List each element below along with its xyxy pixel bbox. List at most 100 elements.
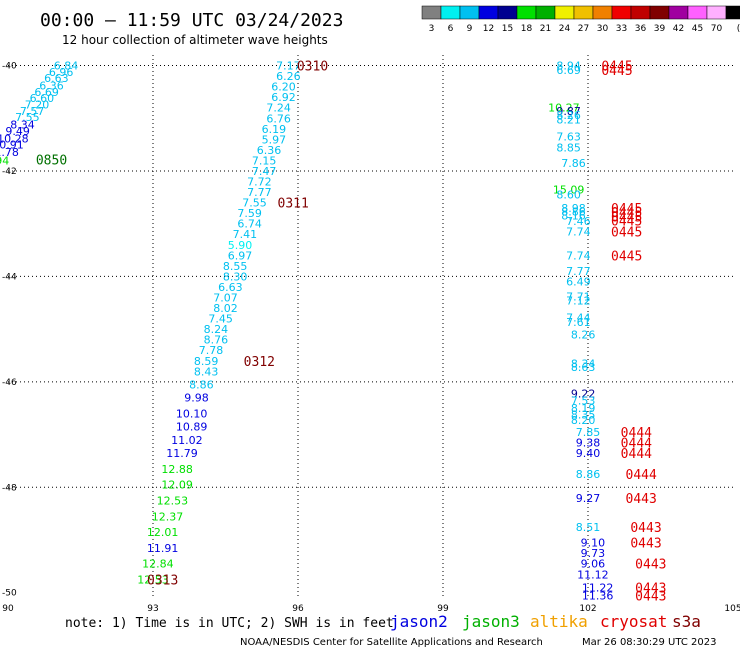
grid-lines	[8, 55, 733, 598]
swh-value: 7.57	[20, 105, 45, 118]
color-swatch	[554, 5, 575, 20]
color-swatch	[611, 5, 632, 20]
swh-value: 9.27	[576, 492, 601, 505]
swh-value: 6.19	[262, 123, 287, 136]
swh-value: 15.09	[553, 183, 585, 196]
y-tick-label: -40	[2, 62, 17, 72]
satellite-jason3: jason3	[462, 612, 520, 631]
color-swatch	[535, 5, 556, 20]
swh-value: 10.27	[548, 102, 580, 115]
footer-timestamp: Mar 26 08:30:29 UTC 2023	[582, 637, 717, 648]
color-scale-label: 39	[654, 24, 666, 34]
swh-value: 8.24	[204, 323, 229, 336]
time-labels: 0850031003110312031304450445044504450445…	[36, 60, 667, 605]
swh-value: 7.77	[566, 265, 591, 278]
time-label: 0443	[635, 558, 666, 573]
color-scale-label: 18	[521, 24, 533, 34]
swh-value: 6.49	[566, 276, 591, 289]
swh-value: 7.47	[252, 165, 277, 178]
swh-value: 6.76	[266, 112, 291, 125]
swh-value: 11.79	[166, 447, 198, 460]
swh-value: 7.55	[242, 197, 267, 210]
color-scale-label: 36	[635, 24, 647, 34]
swh-value: 6.36	[39, 80, 64, 93]
swh-value: 9.98	[184, 392, 209, 405]
swh-value: 8.16	[561, 209, 586, 222]
swh-value: 7.85	[576, 426, 601, 439]
swh-value: 10.10	[176, 407, 208, 420]
time-label: 0313	[147, 574, 178, 589]
color-scale-label: 9	[467, 24, 473, 34]
swh-value: 8.60	[556, 189, 581, 202]
swh-value: 8.76	[204, 334, 229, 347]
x-tick-label: 102	[579, 604, 596, 614]
swh-value: 7.12	[566, 295, 591, 308]
color-scale-label: 70	[711, 24, 723, 34]
swh-value: 9.22	[571, 387, 596, 400]
chart-title: 00:00 – 11:59 UTC 03/24/2023	[40, 10, 343, 31]
color-swatch	[687, 5, 708, 20]
swh-value: 7.44	[566, 312, 591, 325]
swh-value: 5.97	[262, 133, 287, 146]
color-scale-label: 33	[616, 24, 627, 34]
swh-value: 7.07	[213, 292, 238, 305]
swh-value: 6.74	[237, 218, 262, 231]
color-scale-label: 6	[448, 24, 454, 34]
color-swatch	[421, 5, 442, 20]
swh-value: 6.60	[30, 92, 55, 105]
color-swatch	[649, 5, 670, 20]
swh-value: 7.72	[247, 176, 272, 189]
color-swatch	[592, 5, 613, 20]
time-label: 0850	[36, 153, 67, 168]
swh-value: 9.10	[581, 537, 606, 550]
color-swatch	[668, 5, 689, 20]
swh-value: 6.69	[556, 64, 581, 77]
swh-value: 12.09	[161, 479, 193, 492]
swh-value: 8.21	[556, 113, 581, 126]
swh-value: 11.78	[0, 146, 19, 159]
swh-value: 8.51	[576, 521, 601, 534]
color-scale-label: 15	[502, 24, 513, 34]
swh-value: 7.61	[566, 316, 591, 329]
satellite-cryosat: cryosat	[600, 612, 667, 631]
time-label: 0445	[611, 210, 642, 225]
x-tick-label: 99	[437, 604, 449, 614]
swh-value: 11.12	[577, 568, 609, 581]
color-swatch	[706, 5, 727, 20]
swh-value: 6.69	[34, 86, 59, 99]
swh-value: 7.46	[566, 215, 591, 228]
satellite-legend: jason2 jason3 altika cryosat s3a	[390, 612, 701, 631]
x-tick-label: 96	[292, 604, 304, 614]
time-label: 0443	[635, 589, 666, 604]
color-scale-label: 12	[483, 24, 494, 34]
swh-value: 7.71	[566, 290, 591, 303]
swh-value: 8.26	[571, 328, 596, 341]
swh-value: 9.49	[5, 125, 30, 138]
swh-value: 8.86	[189, 378, 214, 391]
swh-value: 11.02	[171, 434, 203, 447]
swh-value: 6.84	[54, 60, 79, 73]
x-tick-label: 93	[147, 604, 158, 614]
footer-note: note: 1) Time is in UTC; 2) SWH is in fe…	[65, 616, 394, 631]
swh-value: 8.26	[556, 109, 581, 122]
swh-value: 7.59	[237, 207, 262, 220]
swh-value: 8.94	[556, 60, 581, 73]
swh-value: 8.19	[571, 402, 596, 415]
time-label: 0311	[278, 197, 309, 212]
swh-value: 7.15	[252, 154, 277, 167]
swh-value: 7.77	[247, 186, 272, 199]
time-label: 0445	[611, 215, 642, 230]
swh-value: 8.55	[223, 260, 248, 273]
swh-value: 8.34	[571, 357, 596, 370]
swh-value: 8.43	[194, 365, 219, 378]
time-label: 0444	[621, 436, 652, 451]
time-label: 0443	[635, 581, 666, 596]
y-tick-label: -42	[2, 167, 17, 177]
swh-value: 7.20	[25, 99, 50, 112]
color-scale-label: 21	[540, 24, 551, 34]
color-scale-label: (ft)	[737, 24, 740, 34]
color-scale-label: 27	[578, 24, 589, 34]
time-label: 0312	[244, 355, 275, 370]
swh-value: 6.20	[271, 81, 296, 94]
color-swatch	[478, 5, 499, 20]
